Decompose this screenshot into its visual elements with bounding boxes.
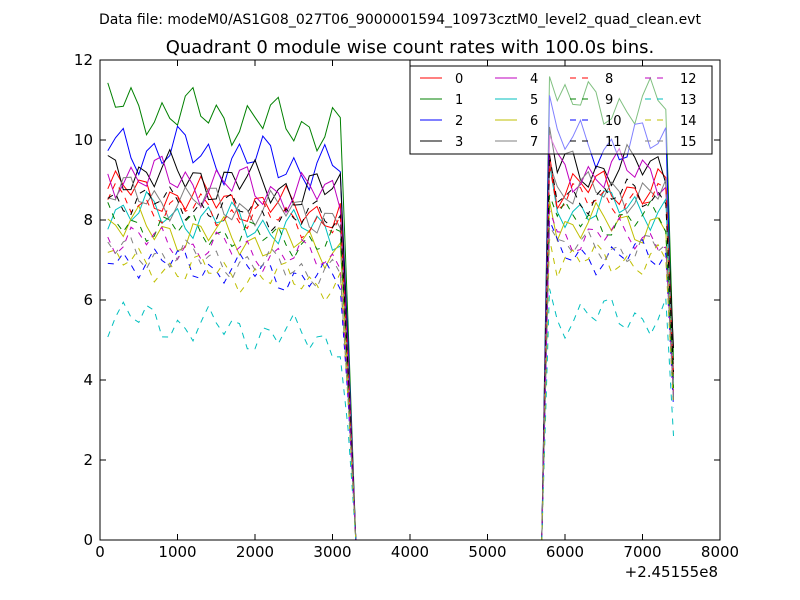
x-offset-label: +2.45155e8 (625, 563, 718, 581)
x-tick-label: 0 (95, 543, 105, 561)
series-line-15 (107, 224, 674, 541)
series-line-2 (107, 95, 674, 541)
legend-label-13: 13 (680, 93, 697, 108)
x-tick-label: 7000 (623, 543, 661, 561)
legend-label-6: 6 (530, 114, 538, 129)
legend-label-3: 3 (455, 135, 463, 150)
y-tick-label: 4 (83, 371, 93, 389)
x-tick-label: 8000 (701, 543, 739, 561)
series-line-11 (107, 154, 674, 541)
x-tick-label: 6000 (546, 543, 584, 561)
series-line-3 (107, 126, 674, 541)
series-line-12 (107, 210, 674, 541)
axes-layer: 0 1000 2000 3000 4000 5000 6000 7000 80000246810… (74, 51, 739, 561)
legend-label-0: 0 (455, 72, 463, 87)
legend-label-4: 4 (530, 72, 538, 87)
series-line-9 (107, 194, 674, 541)
y-tick-label: 10 (74, 131, 93, 149)
x-tick-label: 5000 (468, 543, 506, 561)
chart-title: Quadrant 0 module wise count rates with … (166, 37, 655, 58)
legend-label-5: 5 (530, 93, 538, 108)
legend-box (409, 65, 713, 155)
x-tick-label: 1000 (158, 543, 196, 561)
x-tick-label: 2000 (236, 543, 274, 561)
series-line-6 (107, 200, 674, 541)
series-line-0 (107, 154, 674, 541)
y-tick-label: 6 (83, 291, 93, 309)
legend-label-7: 7 (530, 135, 538, 150)
legend-label-14: 14 (680, 114, 697, 129)
legend-label-11: 11 (605, 135, 622, 150)
x-tick-label: 4000 (391, 543, 429, 561)
legend-label-1: 1 (455, 93, 463, 108)
series-line-10 (107, 220, 674, 541)
legend-label-15: 15 (680, 135, 697, 150)
legend-label-2: 2 (455, 114, 463, 129)
legend-label-9: 9 (605, 93, 613, 108)
legend-label-10: 10 (605, 114, 622, 129)
legend-label-12: 12 (680, 72, 697, 87)
suptitle: Data file: modeM0/AS1G08_027T06_90000015… (99, 12, 701, 28)
y-tick-label: 12 (74, 51, 93, 69)
series-line-14 (107, 238, 674, 541)
legend-label-8: 8 (605, 72, 613, 87)
y-tick-label: 2 (83, 451, 93, 469)
x-tick-label: 3000 (313, 543, 351, 561)
y-tick-label: 0 (83, 531, 93, 549)
series-line-13 (107, 288, 674, 541)
y-tick-label: 8 (83, 211, 93, 229)
